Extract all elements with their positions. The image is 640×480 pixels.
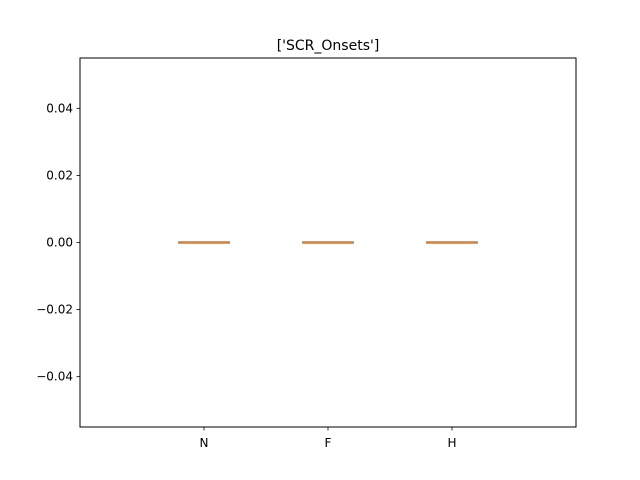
boxes (178, 241, 478, 244)
y-tick-label: −0.02 (36, 303, 73, 317)
box-f (302, 241, 354, 244)
x-tick-label-f: F (325, 436, 332, 450)
box-h (426, 241, 478, 244)
x-tick-label-n: N (200, 436, 209, 450)
y-tick-label: 0.00 (46, 236, 73, 250)
chart-title: ['SCR_Onsets'] (277, 38, 380, 54)
x-tick-label-h: H (447, 436, 456, 450)
y-tick-label: 0.04 (46, 101, 73, 115)
y-tick-label: −0.04 (36, 370, 73, 384)
y-tick-label: 0.02 (46, 168, 73, 182)
box-n (178, 241, 230, 244)
y-axis: −0.04 −0.02 0.00 0.02 0.04 (36, 101, 80, 384)
